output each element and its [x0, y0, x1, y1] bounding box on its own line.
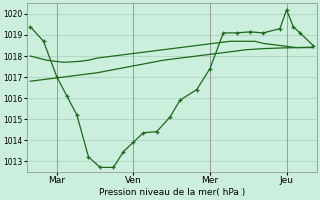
X-axis label: Pression niveau de la mer( hPa ): Pression niveau de la mer( hPa ): [99, 188, 245, 197]
